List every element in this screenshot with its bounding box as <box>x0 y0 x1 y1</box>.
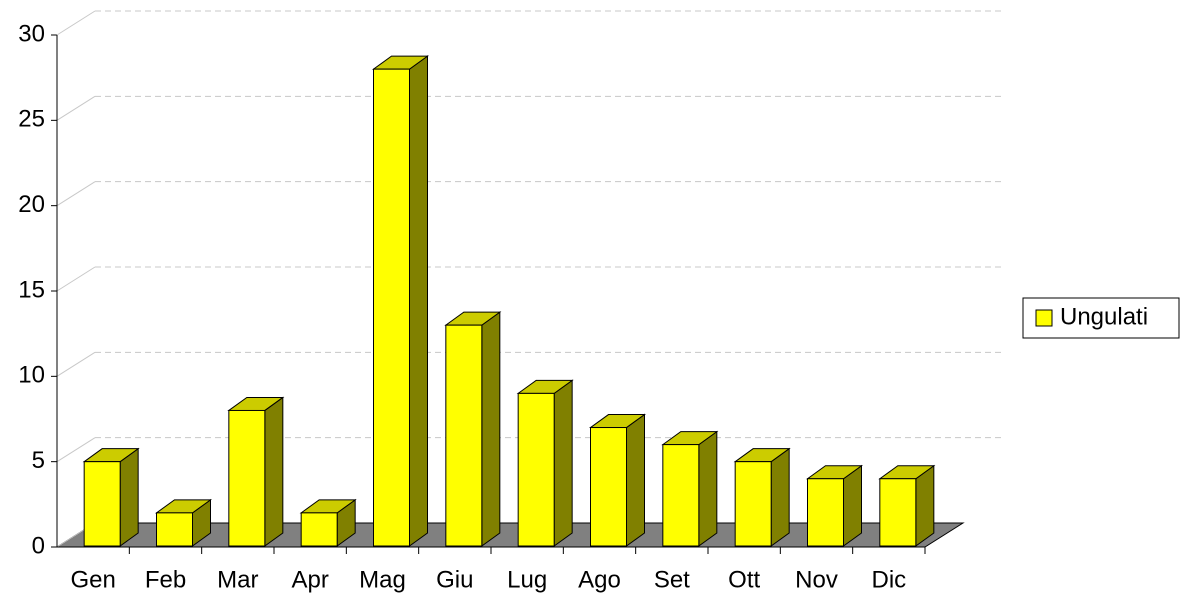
y-tick-label: 30 <box>18 20 45 47</box>
bar-front <box>83 461 121 547</box>
y-tick-depth <box>56 437 96 463</box>
x-tick-label: Feb <box>145 566 186 593</box>
bar-side <box>698 430 718 547</box>
y-tick-label: 25 <box>18 106 45 133</box>
legend-label: Ungulati <box>1060 303 1148 330</box>
bar-front <box>879 478 917 547</box>
bar <box>82 447 140 547</box>
y-tick-label: 15 <box>18 276 45 303</box>
y-tick-label: 20 <box>18 191 45 218</box>
bar-front <box>373 68 410 547</box>
bar <box>371 55 430 547</box>
bar-front <box>445 324 483 547</box>
y-tick-label: 10 <box>18 362 45 389</box>
bar-side <box>481 311 501 547</box>
y-tick-depth <box>56 266 96 292</box>
x-tick-label: Nov <box>795 566 838 593</box>
bar-side <box>626 413 645 547</box>
bar <box>733 447 791 547</box>
y-tick-depth <box>56 181 96 207</box>
bar <box>661 430 719 547</box>
bar-side <box>843 464 862 547</box>
x-tick-label: Giu <box>436 566 473 593</box>
bar-side <box>915 464 935 547</box>
bar-front <box>300 512 338 547</box>
x-tick-label: Mar <box>217 566 258 593</box>
bar-front <box>590 427 627 547</box>
bar-front <box>228 409 266 547</box>
bar <box>227 396 285 547</box>
x-tick-label: Set <box>654 566 690 593</box>
y-tick-label: 0 <box>32 532 45 559</box>
bar <box>878 464 936 547</box>
bar-front <box>662 444 700 547</box>
x-tick-label: Lug <box>507 566 547 593</box>
y-tick-depth <box>56 95 96 121</box>
y-tick-label: 5 <box>32 447 45 474</box>
x-tick-label: Apr <box>291 566 328 593</box>
bar <box>154 498 213 547</box>
bar-side <box>770 447 790 547</box>
bar <box>299 498 357 547</box>
bar-side <box>119 447 139 547</box>
bar <box>805 464 864 547</box>
x-tick-label: Ott <box>728 566 760 593</box>
bar-front <box>734 461 772 547</box>
bar <box>588 413 647 547</box>
bar <box>444 311 502 547</box>
x-tick-label: Mag <box>359 566 406 593</box>
legend-swatch <box>1035 309 1053 327</box>
y-tick-depth <box>56 351 96 377</box>
bar-side <box>264 396 284 547</box>
bar-front <box>517 392 555 547</box>
bar-front <box>156 512 193 547</box>
bar-side <box>409 55 428 547</box>
x-tick-label: Dic <box>871 566 906 593</box>
y-tick-depth <box>56 10 96 36</box>
bar-front <box>807 478 844 547</box>
bar <box>516 379 574 547</box>
x-tick-label: Ago <box>578 566 621 593</box>
x-tick-label: Gen <box>70 566 115 593</box>
bar-side <box>553 379 573 547</box>
